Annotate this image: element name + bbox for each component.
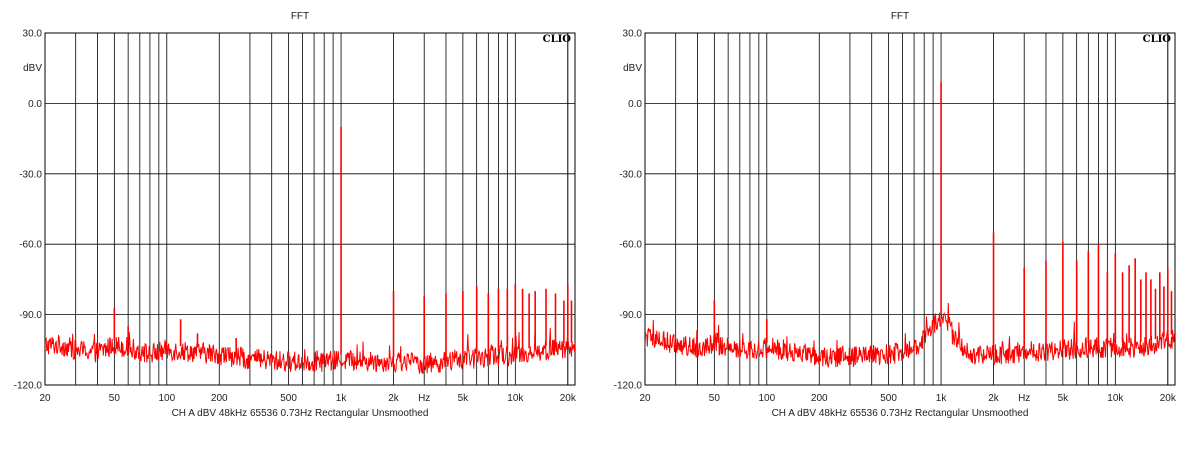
y-axis-tick-labels: 30.0 0.0 -30.0 -60.0 -90.0 -120.0 — [614, 29, 643, 392]
chart-title: FFT — [891, 11, 909, 22]
spectral-peaks — [713, 82, 1173, 350]
spectrum-trace — [645, 302, 1175, 368]
x-tick-label: 2k — [388, 393, 400, 404]
x-tick-label: 200 — [211, 393, 228, 404]
x-tick-label: Hz — [418, 393, 430, 404]
y-tick-label: -90.0 — [619, 310, 642, 321]
y-tick-label: 0.0 — [628, 99, 642, 110]
x-tick-label: 5k — [1058, 393, 1070, 404]
y-tick-label: 0.0 — [28, 99, 42, 110]
x-axis-tick-labels: 20 50 100 200 500 1k 2k Hz 5k 10k 20k — [639, 393, 1176, 404]
x-axis-tick-labels: 20 50 100 200 500 1k 2k Hz 5k 10k 20k — [39, 393, 576, 404]
plot-frame — [44, 32, 576, 386]
x-tick-label: 20k — [560, 393, 577, 404]
x-tick-label: 1k — [936, 393, 948, 404]
measurement-settings: CH A dBV 48kHz 65536 0.73Hz Rectangular … — [172, 408, 429, 419]
x-tick-label: 10k — [507, 393, 524, 404]
measurement-settings: CH A dBV 48kHz 65536 0.73Hz Rectangular … — [772, 408, 1029, 419]
y-tick-label: -30.0 — [19, 169, 42, 180]
y-tick-label: -90.0 — [19, 310, 42, 321]
x-tick-label: 20 — [39, 393, 51, 404]
y-tick-label: 30.0 — [623, 29, 643, 40]
clio-brand-label: CLIO — [1143, 34, 1172, 45]
clio-brand-label: CLIO — [543, 34, 572, 45]
spectral-peaks — [113, 126, 573, 360]
y-axis-tick-labels: 30.0 0.0 -30.0 -60.0 -90.0 -120.0 — [14, 29, 43, 392]
fft-chart-right: FFT CLIO 30.0 0.0 -30.0 -60.0 -90.0 -120.0 dBV 20… — [614, 11, 1177, 419]
x-tick-label: 50 — [709, 393, 721, 404]
x-tick-label: 20k — [1160, 393, 1177, 404]
x-tick-label: 500 — [280, 393, 297, 404]
chart-title: FFT — [291, 11, 309, 22]
y-axis-unit-label: dBV — [623, 63, 642, 74]
x-tick-label: 1k — [336, 393, 348, 404]
spectrum-trace — [45, 327, 575, 375]
y-tick-label: -120.0 — [614, 381, 643, 392]
x-tick-label: Hz — [1018, 393, 1030, 404]
x-tick-label: 100 — [758, 393, 775, 404]
fft-panel-left: FFT CLIO 30.0 0.0 -30.0 -60.0 -90.0 -120.0 dBV 20… — [14, 11, 577, 419]
y-axis-unit-label: dBV — [23, 63, 42, 74]
fft-panel-right: FFT CLIO 30.0 0.0 -30.0 -60.0 -90.0 -120.0 dBV 20… — [600, 0, 1200, 450]
x-tick-label: 2k — [988, 393, 1000, 404]
x-tick-label: 100 — [158, 393, 175, 404]
x-tick-label: 10k — [1107, 393, 1124, 404]
plot-area — [45, 33, 575, 385]
plot-frame — [644, 32, 1176, 386]
y-tick-label: 30.0 — [23, 29, 43, 40]
x-tick-label: 500 — [880, 393, 897, 404]
y-tick-label: -30.0 — [619, 169, 642, 180]
y-tick-label: -60.0 — [619, 240, 642, 251]
x-tick-label: 50 — [109, 393, 121, 404]
fft-chart-left: FFT CLIO 30.0 0.0 -30.0 -60.0 -90.0 -120.0 dBV 20… — [14, 11, 577, 419]
x-tick-label: 5k — [458, 393, 470, 404]
y-tick-label: -120.0 — [14, 381, 43, 392]
y-tick-label: -60.0 — [19, 240, 42, 251]
x-tick-label: 200 — [811, 393, 828, 404]
plot-area — [645, 33, 1175, 385]
x-tick-label: 20 — [639, 393, 651, 404]
